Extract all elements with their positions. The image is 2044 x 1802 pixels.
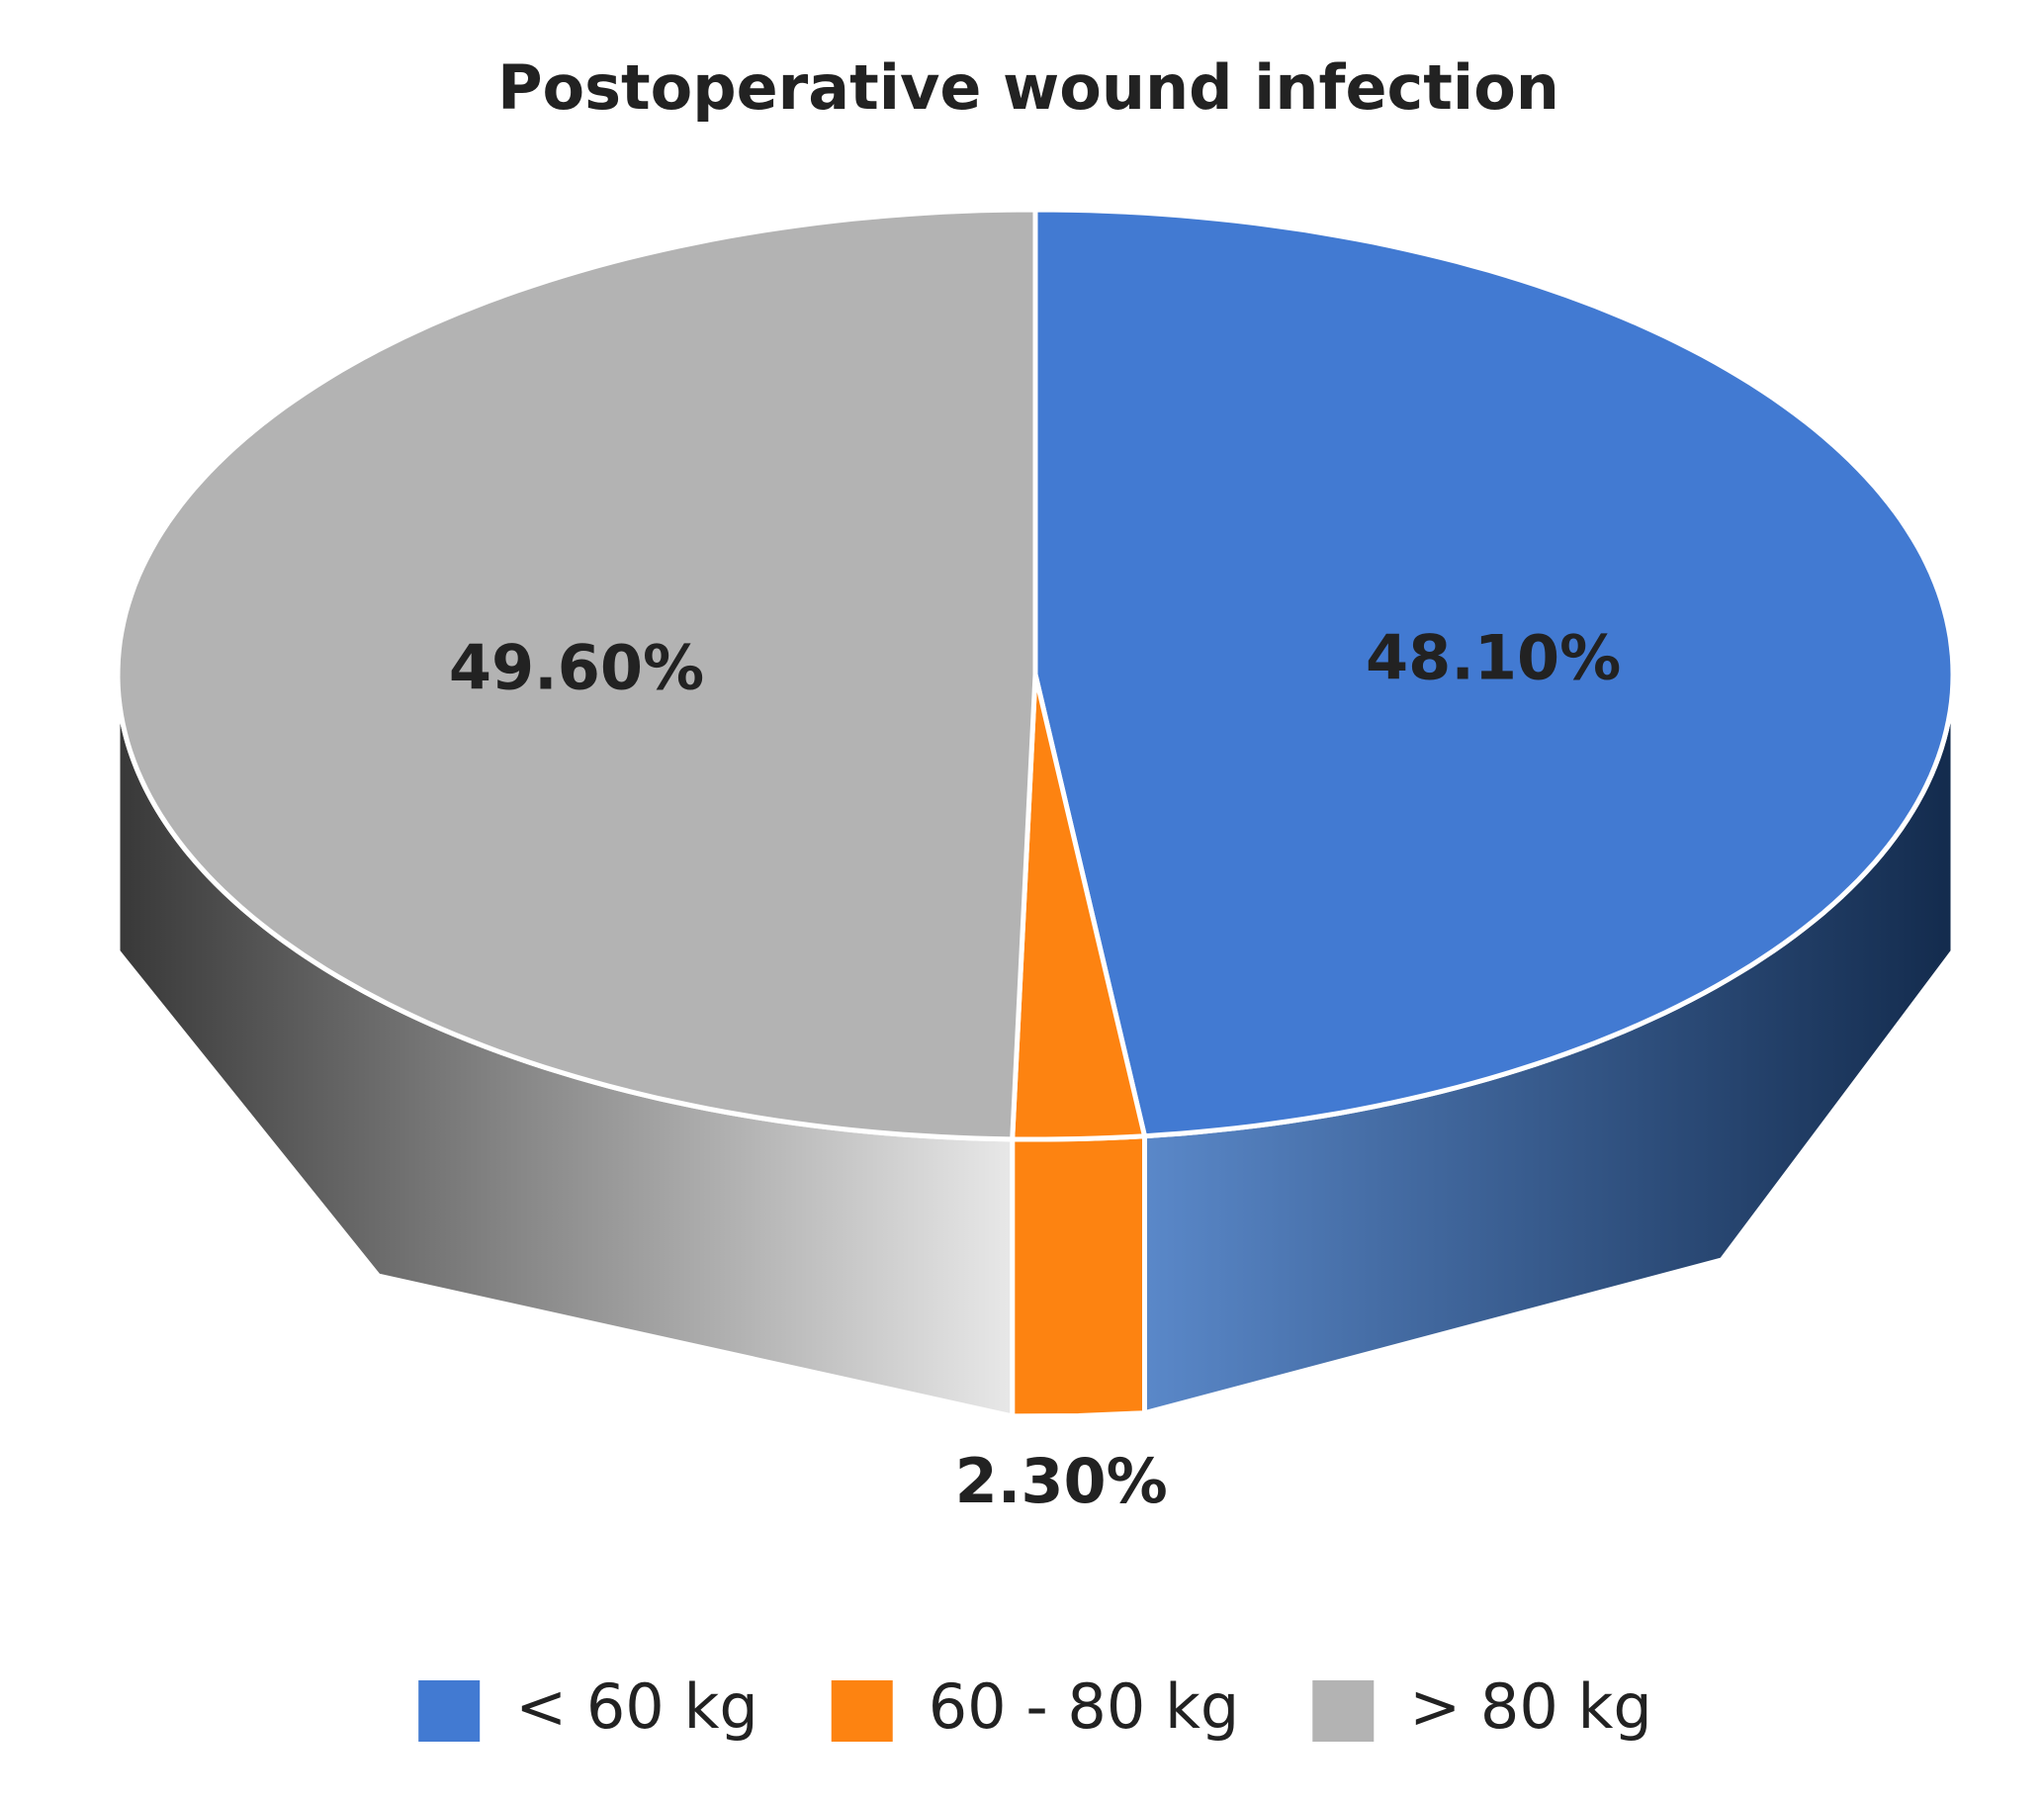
value-label: 48.10%	[1366, 621, 1621, 693]
legend-swatch	[418, 1680, 481, 1742]
legend-swatch	[1312, 1680, 1375, 1742]
legend-swatch	[831, 1680, 893, 1742]
chart-title: Postoperative wound infection	[497, 51, 1559, 124]
value-label: 49.60%	[449, 631, 704, 703]
value-label: 2.30%	[955, 1445, 1168, 1517]
slice	[1010, 672, 1147, 1142]
slice	[115, 207, 1038, 1142]
slice-side	[1010, 1133, 1147, 1419]
legend-label: < 60 kg	[515, 1670, 758, 1743]
slice	[1032, 207, 1956, 1139]
legend-label: 60 - 80 kg	[929, 1670, 1240, 1743]
legend-label: > 80 kg	[1409, 1670, 1652, 1743]
